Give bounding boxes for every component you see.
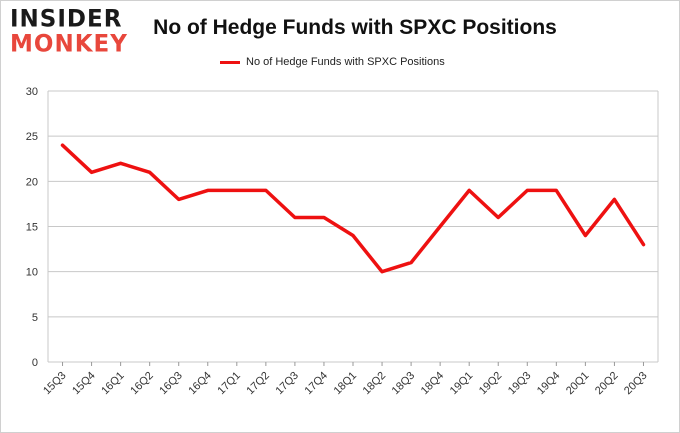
x-tick-label: 18Q4 (419, 370, 447, 398)
x-tick-label: 18Q1 (332, 370, 360, 398)
x-tick-label: 17Q1 (215, 370, 243, 398)
x-tick-label: 19Q4 (535, 370, 563, 398)
data-point (351, 234, 355, 237)
data-point (206, 189, 209, 192)
x-tick-label: 20Q3 (622, 370, 650, 398)
series-layer (60, 143, 646, 274)
x-tick-label: 16Q4 (186, 370, 214, 398)
x-tick-label: 15Q3 (41, 370, 69, 398)
y-tick-label: 15 (26, 222, 38, 234)
logo-line-2: MONKEY (10, 30, 128, 58)
legend-swatch (220, 60, 240, 64)
data-point (409, 261, 413, 264)
x-tick-label: 19Q1 (448, 370, 476, 398)
x-tick-label: 17Q2 (244, 370, 272, 398)
series-line-0 (60, 143, 646, 274)
legend: No of Hedge Funds with SPXC Positions (220, 56, 445, 68)
data-point (438, 225, 442, 228)
data-point (613, 198, 616, 201)
data-point (177, 198, 180, 201)
x-tick-label: 16Q2 (128, 370, 156, 398)
x-tick-label: 20Q2 (593, 370, 621, 398)
y-tick-label: 10 (26, 267, 38, 279)
x-tick-label: 15Q4 (70, 370, 98, 398)
data-point (467, 189, 471, 192)
data-point (264, 189, 268, 192)
data-point (526, 189, 529, 192)
y-tick-label: 30 (26, 86, 38, 98)
legend-label: No of Hedge Funds with SPXC Positions (246, 56, 445, 68)
x-tick-label: 19Q2 (477, 370, 505, 398)
data-point (148, 171, 151, 174)
data-point (235, 189, 239, 192)
data-point (90, 171, 93, 174)
y-tick-label: 0 (32, 357, 38, 369)
grid-layer (47, 90, 659, 366)
x-tick-label: 16Q1 (99, 370, 127, 398)
data-point (497, 216, 500, 219)
x-tick-label: 19Q3 (506, 370, 534, 398)
logo-line-1: INSIDER (10, 5, 123, 33)
data-point (642, 243, 645, 246)
data-point (61, 144, 64, 147)
data-point (293, 216, 297, 219)
data-point (380, 270, 384, 273)
data-point (555, 189, 558, 192)
y-tick-label: 25 (26, 131, 38, 143)
data-point (322, 216, 326, 219)
x-tick-label: 18Q3 (390, 370, 418, 398)
x-tick-label: 16Q3 (157, 370, 185, 398)
x-tick-label: 18Q2 (361, 370, 389, 398)
y-axis-ticks: 0 5 10 15 20 25 30 (26, 86, 38, 369)
insider-monkey-logo: INSIDER MONKEY (10, 5, 130, 58)
x-axis-ticks: 15Q3 15Q4 16Q1 16Q2 16Q3 16Q4 17Q1 17Q2 17Q3 17Q4… (41, 370, 649, 398)
x-tick-label: 17Q3 (274, 370, 302, 398)
data-point (119, 162, 122, 165)
y-tick-label: 20 (26, 176, 38, 188)
x-tick-label: 20Q1 (564, 370, 592, 398)
data-point (584, 234, 587, 237)
y-tick-label: 5 (32, 312, 38, 324)
chart-title: No of Hedge Funds with SPXC Positions (153, 16, 557, 39)
x-tick-label: 17Q4 (303, 370, 331, 398)
